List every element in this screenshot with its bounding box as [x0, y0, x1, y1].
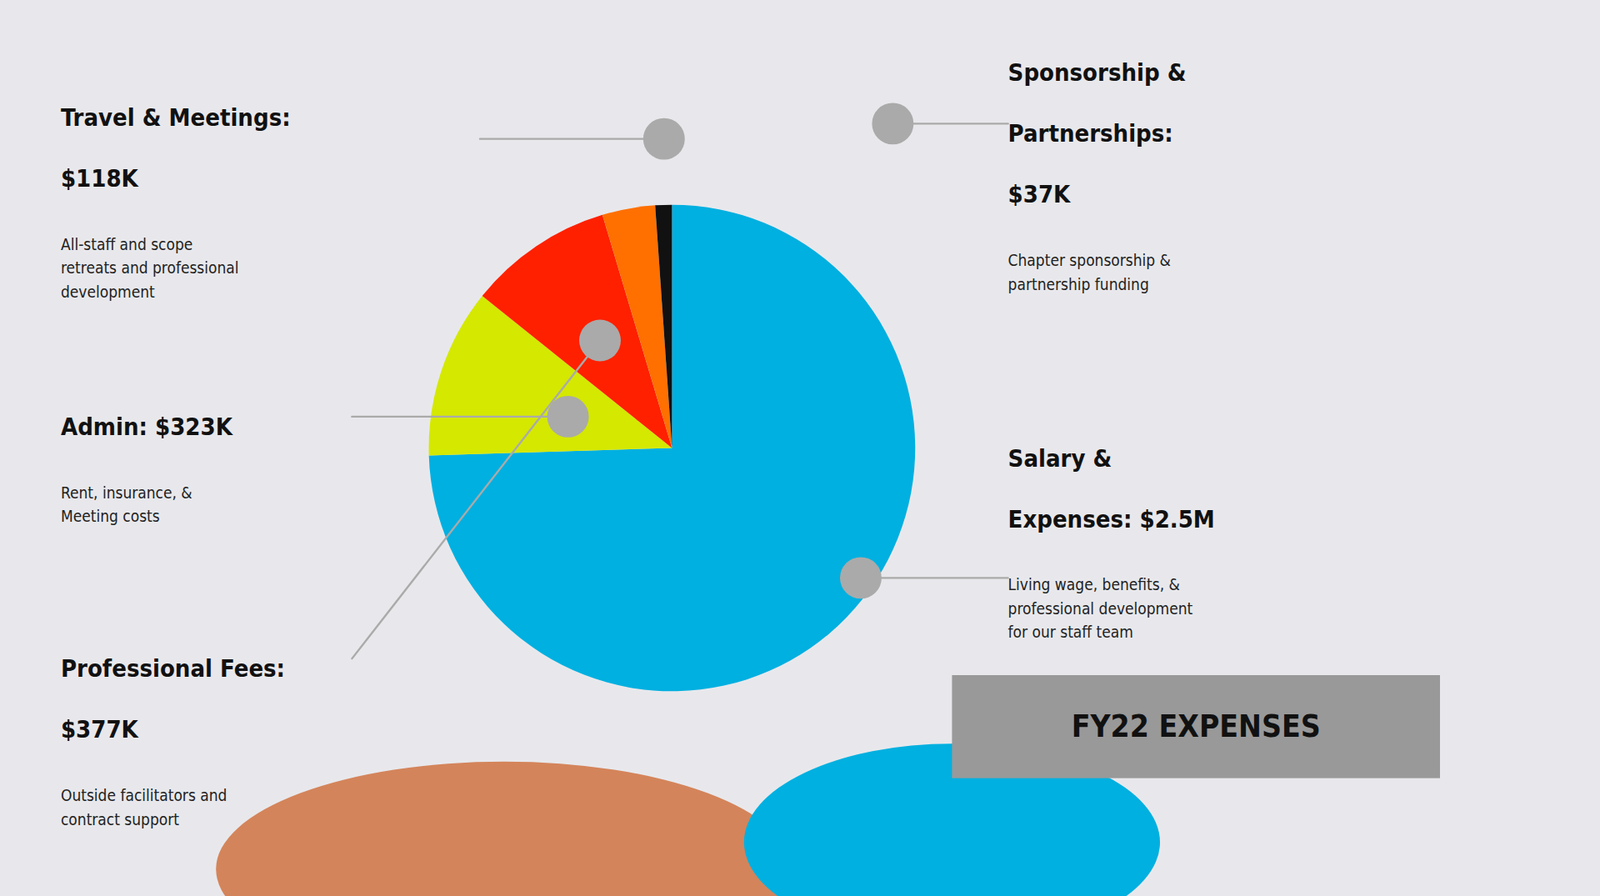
- annotation-title-line: Professional Fees:: [60, 654, 285, 683]
- annotation-text-line: development: [60, 282, 155, 301]
- connector: [351, 340, 600, 660]
- annotation-title-line: Salary &: [1008, 443, 1113, 472]
- annotation-text: All-staff and scope retreats and professi…: [60, 235, 240, 301]
- annotation-text-line: retreats and professional: [60, 259, 240, 278]
- annotation-text-line: Meeting costs: [60, 507, 160, 526]
- annotations: Travel & Meetings: $118K All-staff and sco…: [60, 58, 1215, 829]
- annotation-title-line: Expenses: $2.5M: [1008, 504, 1215, 533]
- pie-slice: [429, 205, 916, 692]
- annotation-text: Outside facilitators and contract support: [60, 785, 227, 829]
- title-box: [951, 675, 1440, 779]
- pie: [429, 205, 916, 692]
- connector-dot: [840, 556, 882, 599]
- annotation-title: Professional Fees: $377K: [60, 654, 285, 744]
- annotation-text: Rent, insurance, & Meeting costs: [60, 483, 193, 526]
- annotation-title: Salary & Expenses: $2.5M: [1008, 443, 1215, 533]
- annotation-title-line: $377K: [60, 715, 140, 744]
- connector-dot: [547, 395, 590, 438]
- annotation-title: Admin: $323K: [60, 411, 235, 440]
- title: FY22 EXPENSES: [1071, 708, 1321, 745]
- chart: FY22 EXPENSES Travel & Meetings: $118K All-…: [0, 0, 1600, 896]
- annotation-title-line: Partnerships:: [1008, 119, 1174, 148]
- annotation-text-line: Chapter sponsorship &: [1008, 251, 1171, 270]
- pie-slice: [655, 205, 672, 449]
- connector-dot: [579, 320, 621, 362]
- annotation-title: Travel & Meetings: $118K: [60, 103, 291, 193]
- connector: [351, 415, 568, 418]
- connector-dot: [871, 102, 914, 145]
- annotation-text-line: for our staff team: [1008, 623, 1134, 642]
- decor-blob: [215, 761, 792, 896]
- annotation-title-line: $118K: [60, 164, 140, 193]
- connector: [860, 576, 1009, 579]
- annotation-text-line: Rent, insurance, &: [60, 483, 193, 502]
- annotation-title: Sponsorship & Partnerships: $37K: [1008, 58, 1187, 209]
- annotation-text-line: Living wage, benefits, &: [1008, 575, 1180, 595]
- annotation-text-line: All-staff and scope: [60, 235, 193, 254]
- annotation-text-line: partnership funding: [1008, 275, 1150, 294]
- background: [0, 0, 1600, 896]
- annotation-title-line: Sponsorship &: [1008, 58, 1187, 87]
- connector-dot: [643, 118, 685, 160]
- annotation-title-line: Travel & Meetings:: [60, 103, 291, 132]
- annotation-text: Chapter sponsorship & partnership funding: [1008, 251, 1171, 295]
- annotation-text-line: Outside facilitators and: [60, 785, 227, 805]
- annotation-text-line: contract support: [60, 810, 180, 829]
- connector: [480, 137, 665, 140]
- annotation-title-line: $37K: [1008, 180, 1072, 209]
- annotation-title-line: Admin: $323K: [60, 411, 235, 440]
- annotation-text: Living wage, benefits, & professional dev…: [1008, 575, 1194, 642]
- annotation-text-line: professional development: [1008, 599, 1194, 618]
